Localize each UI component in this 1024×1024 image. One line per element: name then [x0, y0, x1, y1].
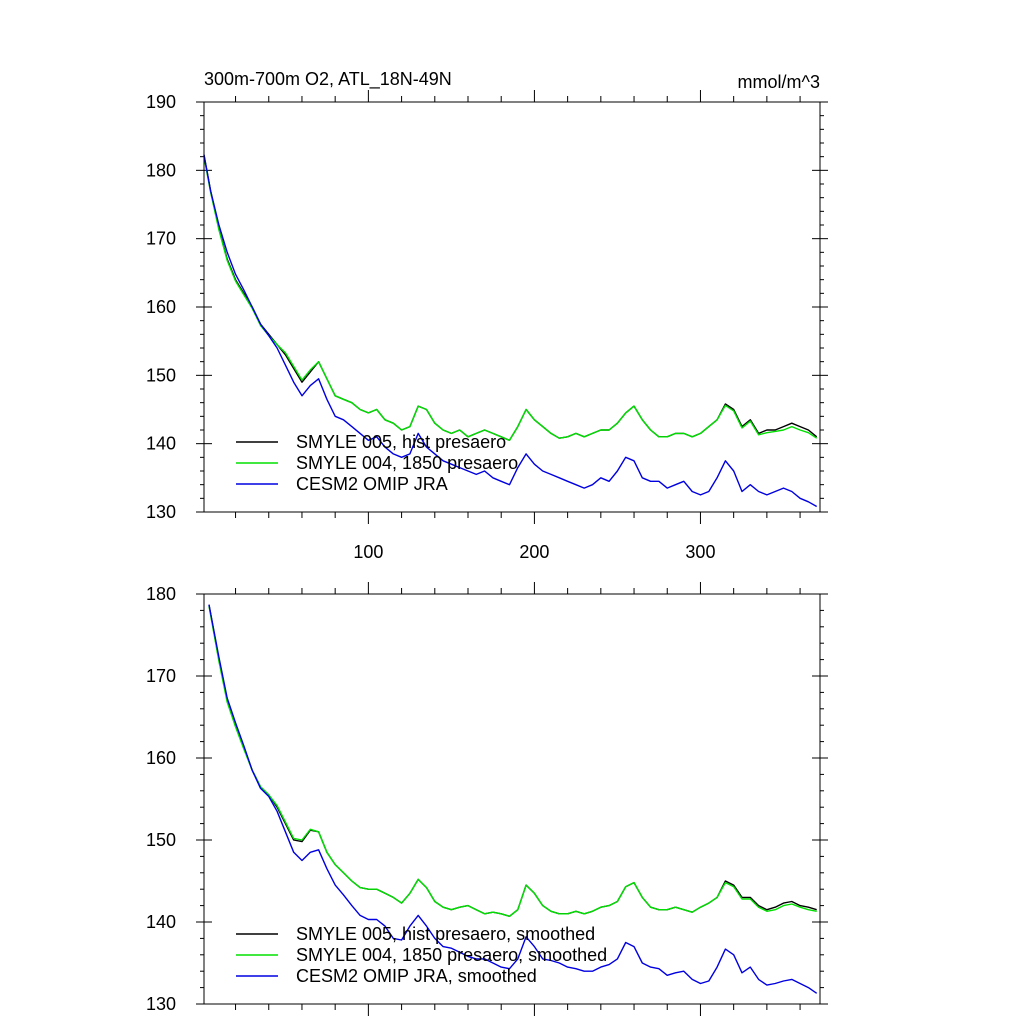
y-tick-label: 170	[146, 666, 176, 686]
legend-label-0: SMYLE 005, hist presaero, smoothed	[296, 924, 595, 944]
legend-label-1: SMYLE 004, 1850 presaero	[296, 453, 518, 473]
y-tick-label: 160	[146, 297, 176, 317]
plot-frame	[203, 101, 821, 513]
y-tick-label: 150	[146, 365, 176, 385]
units-label: mmol/m^3	[738, 72, 820, 92]
bottom-panel: 130 140 150 160 170 180 SMYLE 005, hist presa…	[146, 582, 828, 1016]
legend-label-0: SMYLE 005, hist presaero	[296, 432, 506, 452]
legend-label-2: CESM2 OMIP JRA, smoothed	[296, 966, 537, 986]
y-tick-label: 130	[146, 502, 176, 522]
series-line-1	[203, 156, 818, 441]
legend-label-1: SMYLE 004, 1850 presaero, smoothed	[296, 945, 607, 965]
y-tick-label: 130	[146, 994, 176, 1014]
legend-label-2: CESM2 OMIP JRA	[296, 474, 448, 494]
y-tick-label: 170	[146, 229, 176, 249]
y-tick-label: 140	[146, 912, 176, 932]
series-line-0	[208, 604, 817, 917]
y-tick-label: 140	[146, 434, 176, 454]
x-tick-label: 300	[685, 542, 715, 562]
series-line-2	[208, 604, 818, 994]
top-panel: 300m-700m O2, ATL_18N-49N mmol/m^3 130 14…	[146, 69, 828, 562]
series-line-2	[203, 154, 818, 508]
x-tick-label: 200	[519, 542, 549, 562]
y-tick-label: 180	[146, 584, 176, 604]
chart-title: 300m-700m O2, ATL_18N-49N	[204, 69, 452, 90]
series-line-1	[208, 606, 817, 917]
series-line-0	[203, 155, 818, 441]
y-tick-label: 180	[146, 160, 176, 180]
x-tick-label: 100	[353, 542, 383, 562]
y-tick-label: 160	[146, 748, 176, 768]
y-tick-label: 150	[146, 830, 176, 850]
y-tick-label: 190	[146, 92, 176, 112]
plot-frame	[203, 593, 821, 1005]
